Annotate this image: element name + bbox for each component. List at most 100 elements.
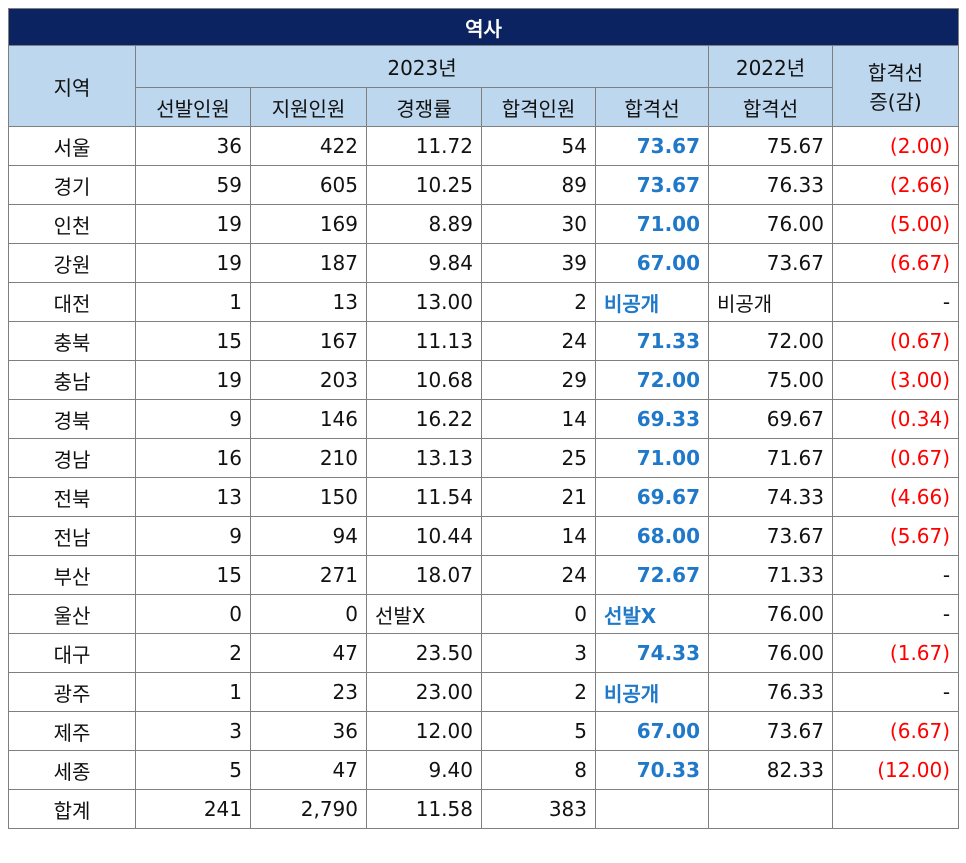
- region-cell: 합계: [8, 789, 136, 829]
- region-cell: 세종: [8, 750, 136, 790]
- data-cell: 39: [481, 243, 596, 283]
- region-cell: 인천: [8, 204, 136, 244]
- data-cell: 9: [135, 516, 251, 556]
- data-cell: 11.72: [366, 126, 482, 166]
- table-row: 경기 59 605 10.25 89 73.67 76.33 (2.66): [8, 165, 960, 205]
- data-cell: 241: [135, 789, 251, 829]
- data-cell: 74.33: [595, 633, 709, 673]
- table-row: 전북 13 150 11.54 21 69.67 74.33 (4.66): [8, 477, 960, 517]
- data-cell: 13.13: [366, 438, 482, 478]
- data-cell: (3.00): [831, 360, 960, 400]
- data-cell: 82.33: [708, 750, 833, 790]
- data-cell: 23.00: [366, 672, 482, 712]
- data-cell: 72.67: [595, 555, 709, 595]
- region-cell: 광주: [8, 672, 136, 712]
- data-cell: 0: [250, 594, 367, 634]
- data-cell: 10.44: [366, 516, 482, 556]
- table-row: 부산 15 271 18.07 24 72.67 71.33-: [8, 555, 960, 595]
- table-row: 서울 36 422 11.72 54 73.67 75.67 (2.00): [8, 126, 960, 166]
- data-cell: (0.67): [831, 321, 960, 361]
- region-cell: 경남: [8, 438, 136, 478]
- region-cell: 서울: [8, 126, 136, 166]
- data-cell: 13: [250, 282, 367, 322]
- data-cell: 74.33: [708, 477, 833, 517]
- data-cell: 11.58: [366, 789, 482, 829]
- data-cell: 47: [250, 633, 367, 673]
- data-cell: 271: [250, 555, 367, 595]
- data-cell: 3: [481, 633, 596, 673]
- data-cell: 9.84: [366, 243, 482, 283]
- region-cell: 울산: [8, 594, 136, 634]
- table-row: 경남 16 210 13.13 25 71.00 71.67 (0.67): [8, 438, 960, 478]
- data-cell: 36: [250, 711, 367, 751]
- data-cell: 2: [481, 282, 596, 322]
- region-cell: 부산: [8, 555, 136, 595]
- header-sub: 합격선: [595, 87, 709, 127]
- data-cell: 비공개: [708, 282, 833, 322]
- data-cell: 70.33: [595, 750, 709, 790]
- data-cell: 187: [250, 243, 367, 283]
- header-sub: 경쟁률: [366, 87, 482, 127]
- data-cell: 2,790: [250, 789, 367, 829]
- table-row: 제주 3 36 12.00 5 67.00 73.67 (6.67): [8, 711, 960, 751]
- table-row: 세종 5 47 9.40 8 70.33 82.33 (12.00): [8, 750, 960, 790]
- empty-cell: [595, 789, 709, 829]
- data-cell: 89: [481, 165, 596, 205]
- data-cell: 69.67: [595, 477, 709, 517]
- data-cell: 21: [481, 477, 596, 517]
- data-cell: 1: [135, 282, 251, 322]
- data-cell: 19: [135, 243, 251, 283]
- data-cell: (2.66): [831, 165, 960, 205]
- data-cell: (0.67): [831, 438, 960, 478]
- region-cell: 전남: [8, 516, 136, 556]
- table-row: 충북 15 167 11.13 24 71.33 72.00 (0.67): [8, 321, 960, 361]
- data-cell: 76.00: [708, 204, 833, 244]
- header-sub: 합격인원: [481, 87, 596, 127]
- data-cell: 75.67: [708, 126, 833, 166]
- header-sub: 선발인원: [135, 87, 251, 127]
- data-cell: 12.00: [366, 711, 482, 751]
- data-cell: 11.54: [366, 477, 482, 517]
- data-cell: 73.67: [595, 126, 709, 166]
- data-cell: (5.00): [831, 204, 960, 244]
- table-row: 합계 241 2,790 11.58 383: [8, 789, 960, 829]
- data-cell: 29: [481, 360, 596, 400]
- data-cell: -: [831, 594, 960, 634]
- data-cell: 71.00: [595, 204, 709, 244]
- region-cell: 대구: [8, 633, 136, 673]
- data-cell: 71.33: [595, 321, 709, 361]
- table-row: 대구 2 47 23.50 3 74.33 76.00 (1.67): [8, 633, 960, 673]
- data-cell: 76.33: [708, 165, 833, 205]
- header-2023: 2023년: [135, 45, 709, 88]
- data-cell: 비공개: [595, 282, 709, 322]
- data-cell: 선발X: [595, 594, 709, 634]
- data-cell: 76.33: [708, 672, 833, 712]
- header-sub: 합격선: [708, 87, 833, 127]
- data-cell: 14: [481, 516, 596, 556]
- data-cell: 9: [135, 399, 251, 439]
- data-cell: 23.50: [366, 633, 482, 673]
- data-cell: 19: [135, 204, 251, 244]
- score-table: 역사 지역 2023년 2022년 합격선 증(감) 선발인원 지원인원 경쟁률 합격인…: [7, 8, 960, 829]
- data-cell: 67.00: [595, 711, 709, 751]
- data-cell: -: [831, 282, 960, 322]
- data-cell: 24: [481, 321, 596, 361]
- data-cell: 1: [135, 672, 251, 712]
- data-cell: 30: [481, 204, 596, 244]
- data-cell: 210: [250, 438, 367, 478]
- data-cell: 9.40: [366, 750, 482, 790]
- table-row: 강원 19 187 9.84 39 67.00 73.67 (6.67): [8, 243, 960, 283]
- data-cell: (4.66): [831, 477, 960, 517]
- data-cell: 0: [135, 594, 251, 634]
- data-cell: 73.67: [595, 165, 709, 205]
- data-cell: 76.00: [708, 594, 833, 634]
- region-cell: 경기: [8, 165, 136, 205]
- data-cell: 150: [250, 477, 367, 517]
- region-cell: 충북: [8, 321, 136, 361]
- data-cell: 14: [481, 399, 596, 439]
- table-row: 인천 19 169 8.89 30 71.00 76.00 (5.00): [8, 204, 960, 244]
- data-cell: 203: [250, 360, 367, 400]
- data-cell: 11.13: [366, 321, 482, 361]
- region-cell: 경북: [8, 399, 136, 439]
